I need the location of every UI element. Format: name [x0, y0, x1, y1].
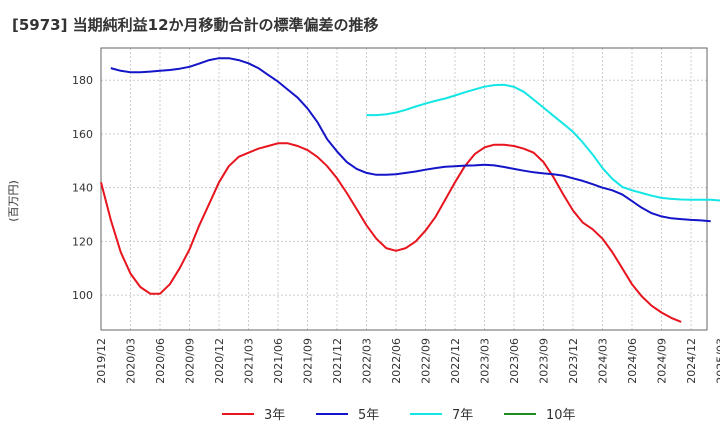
- y-tick-label: 120: [72, 235, 93, 248]
- x-tick-label: 2021/09: [302, 338, 315, 384]
- series-line: [100, 142, 682, 323]
- x-tick-label: 2022/06: [390, 338, 403, 384]
- x-tick-label: 2025/03: [715, 338, 720, 384]
- x-tick-label: 2023/06: [508, 338, 521, 384]
- y-tick-label: 180: [72, 74, 93, 87]
- x-tick-label: 2021/12: [331, 338, 344, 384]
- x-tick-label: 2020/03: [125, 338, 138, 384]
- x-tick-label: 2023/09: [538, 338, 551, 384]
- x-tick-label: 2024/03: [597, 338, 610, 384]
- legend-label: 3年: [264, 408, 285, 423]
- x-tick-label: 2024/06: [626, 338, 639, 384]
- x-tick-label: 2020/06: [154, 338, 167, 384]
- x-tick-label: 2022/03: [361, 338, 374, 384]
- x-tick-label: 2020/12: [213, 338, 226, 384]
- x-tick-labels: 2019/12 2020/03 2020/06 2020/09 2020/12 2021/…: [95, 338, 720, 384]
- plot-frame: [100, 47, 708, 331]
- x-tick-label: 2024/12: [685, 338, 698, 384]
- x-tick-label: 2024/09: [656, 338, 669, 384]
- x-tick-label: 2019/12: [95, 338, 108, 384]
- x-tick-label: 2020/09: [184, 338, 197, 384]
- x-tick-label: 2021/03: [243, 338, 256, 384]
- series-lines: [100, 57, 720, 323]
- series-line: [110, 57, 711, 223]
- legend: 3年 5年 7年 10年: [222, 408, 576, 423]
- legend-label: 10年: [546, 408, 576, 423]
- legend-label: 5年: [358, 408, 379, 423]
- x-tick-label: 2022/09: [420, 338, 433, 384]
- y-axis-label: (百万円): [7, 180, 20, 222]
- y-tick-label: 140: [72, 182, 93, 195]
- chart-title: [5973] 当期純利益12か月移動合計の標準偏差の推移: [12, 16, 379, 34]
- x-tick-label: 2022/12: [449, 338, 462, 384]
- y-tick-labels: 100 120 140 160 180: [72, 74, 93, 302]
- y-tick-label: 160: [72, 128, 93, 141]
- y-tick-label: 100: [72, 289, 93, 302]
- x-tick-label: 2021/06: [272, 338, 285, 384]
- x-tick-label: 2023/12: [567, 338, 580, 384]
- legend-label: 7年: [452, 408, 473, 423]
- grid-lines: [101, 48, 707, 330]
- series-line: [366, 83, 720, 202]
- x-tick-label: 2023/03: [479, 338, 492, 384]
